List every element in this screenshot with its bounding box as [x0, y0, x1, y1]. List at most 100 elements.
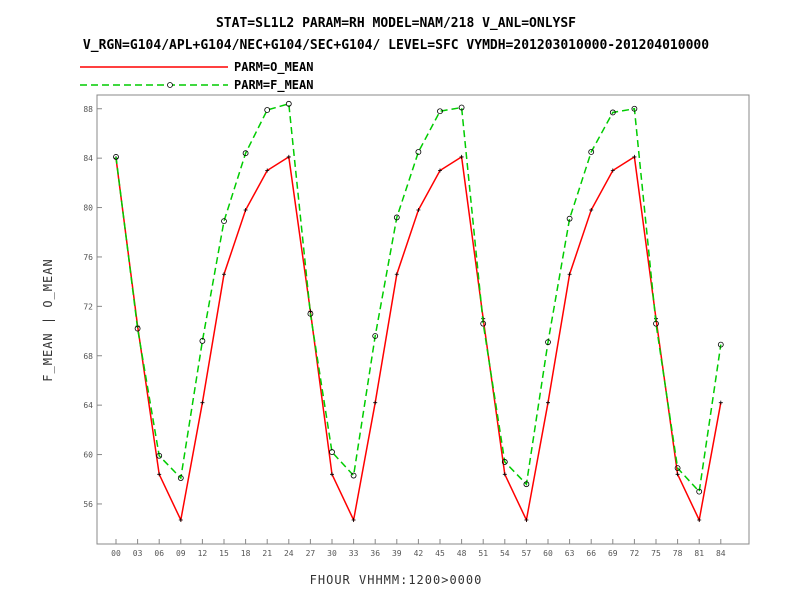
series-1-point [264, 107, 271, 113]
x-tick-label: 75 [651, 549, 661, 558]
chart-title-line1: STAT=SL1L2 PARAM=RH MODEL=NAM/218 V_ANL=… [216, 16, 576, 31]
series-1-point [566, 215, 573, 222]
series-1-point [631, 105, 638, 112]
series-0-point [459, 154, 464, 159]
series-1-point [329, 449, 335, 455]
series-1-point [177, 475, 184, 481]
x-tick-label: 18 [241, 549, 251, 558]
series-layer [113, 100, 724, 523]
series-0-point [697, 518, 702, 523]
series-0-point [567, 272, 572, 277]
legend-label-f-mean: PARM=F_MEAN [234, 78, 313, 93]
series-0-point [632, 154, 637, 159]
x-axis: 00 03 06 09 12 15 18 21 24 27 30 33 36 39 42 45 48 51 54 57… [111, 539, 726, 558]
series-0-point [675, 472, 680, 477]
series-1-point [545, 339, 551, 346]
series-1-point [113, 154, 119, 160]
series-0-point [394, 272, 399, 277]
series-1-point [307, 310, 314, 317]
legend: PARM=O_MEAN PARM=F_MEAN [80, 60, 313, 93]
y-tick-label: 60 [83, 451, 93, 460]
x-tick-label: 12 [198, 549, 208, 558]
series-0-point [157, 472, 162, 477]
y-tick-label: 72 [83, 302, 93, 311]
x-tick-label: 30 [327, 549, 337, 558]
x-axis-label: FHOUR VHHMM:1200>0000 [310, 573, 483, 587]
chart-title-line2: V_RGN=G104/APL+G104/NEC+G104/SEC+G104/ L… [83, 38, 709, 53]
x-tick-label: 63 [565, 549, 575, 558]
series-1-point [156, 452, 163, 459]
series-1-point [501, 459, 508, 465]
x-tick-label: 57 [522, 549, 532, 558]
y-tick-label: 64 [83, 401, 93, 410]
y-axis: 56 60 64 68 72 76 80 84 88 [83, 105, 102, 509]
y-tick-label: 88 [83, 105, 93, 114]
series-1-point [674, 465, 681, 472]
series-0-point [546, 400, 550, 405]
series-1-point [609, 109, 616, 116]
series-1-point [415, 149, 422, 155]
x-tick-label: 27 [306, 549, 316, 558]
legend-marker-f-mean [167, 82, 173, 88]
x-tick-label: 24 [284, 549, 294, 558]
x-tick-label: 72 [630, 549, 640, 558]
x-tick-label: 60 [543, 549, 553, 558]
x-tick-label: 54 [500, 549, 510, 558]
y-tick-label: 80 [83, 204, 93, 213]
series-0-point [222, 272, 226, 277]
series-0-point [416, 208, 421, 213]
series-0-point [589, 208, 594, 213]
x-tick-label: 84 [716, 549, 726, 558]
x-tick-label: 33 [349, 549, 359, 558]
x-tick-label: 15 [219, 549, 229, 558]
series-0-point [610, 168, 615, 173]
series-0-point [200, 400, 205, 405]
x-tick-label: 81 [694, 549, 704, 558]
series-1-point [285, 100, 292, 107]
x-tick-label: 51 [478, 549, 488, 558]
x-tick-label: 69 [608, 549, 618, 558]
series-1-point [350, 472, 357, 479]
x-tick-label: 06 [154, 549, 164, 558]
y-tick-label: 84 [83, 154, 93, 163]
series-0-point [330, 472, 334, 477]
series-1-point [523, 481, 530, 488]
series-1-point [717, 341, 724, 348]
series-1-point [480, 320, 487, 327]
series-0-point [265, 168, 270, 173]
series-1-point [696, 488, 703, 495]
series-1-point [588, 149, 595, 155]
x-tick-label: 21 [262, 549, 272, 558]
series-0-point [351, 518, 356, 523]
x-tick-label: 36 [370, 549, 380, 558]
y-tick-label: 76 [83, 253, 93, 262]
x-tick-label: 48 [457, 549, 467, 558]
series-0-point [178, 518, 183, 523]
series-1-point [199, 338, 206, 344]
series-1-point [437, 108, 443, 115]
x-tick-label: 00 [111, 549, 121, 558]
series-0-point [524, 518, 529, 523]
series-1-point [393, 214, 400, 221]
series-0-point [502, 472, 507, 477]
series-1-point [372, 333, 379, 339]
plot-frame [96, 94, 750, 545]
series-line-1 [115, 102, 722, 494]
series-1-point [458, 104, 465, 111]
x-tick-label: 39 [392, 549, 402, 558]
legend-label-o-mean: PARM=O_MEAN [234, 60, 313, 75]
series-1-point [242, 150, 249, 157]
y-axis-label: F_MEAN | O_MEAN [41, 258, 55, 381]
x-tick-label: 03 [133, 549, 143, 558]
y-tick-label: 56 [83, 500, 93, 509]
x-tick-label: 66 [586, 549, 596, 558]
x-tick-label: 42 [414, 549, 424, 558]
series-0-point [438, 168, 442, 173]
series-1-point [653, 320, 659, 327]
series-1-point [134, 325, 141, 332]
x-tick-label: 78 [673, 549, 683, 558]
series-0-point [243, 208, 248, 213]
series-0-point [286, 154, 291, 159]
series-0-point [718, 400, 723, 405]
